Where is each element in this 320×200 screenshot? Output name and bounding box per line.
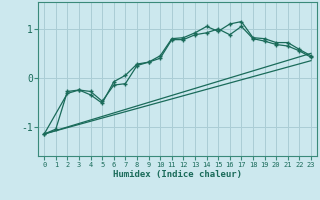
X-axis label: Humidex (Indice chaleur): Humidex (Indice chaleur) bbox=[113, 170, 242, 179]
